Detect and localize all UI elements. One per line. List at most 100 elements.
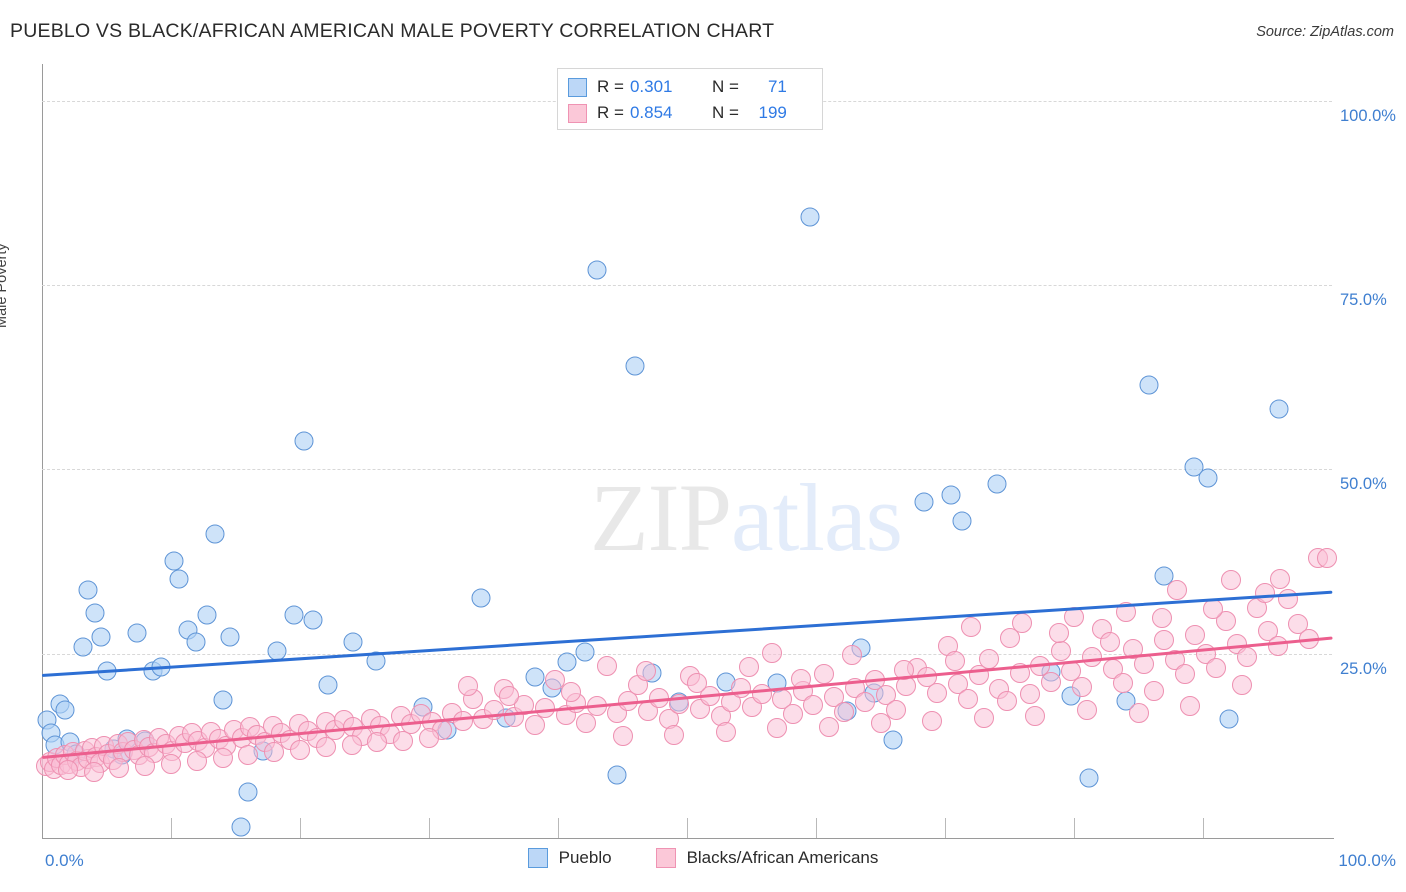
scatter-point [91,627,111,647]
scatter-point [1139,375,1159,395]
n-value: 199 [758,103,787,122]
scatter-point [1216,611,1237,632]
scatter-point [560,682,581,703]
x-axis-tick [816,818,817,838]
y-axis-title: Male Poverty [0,243,10,328]
scatter-point [1167,580,1188,601]
scatter-point [83,761,104,782]
y-axis-tick-label: 50.0% [1340,475,1387,494]
scatter-point [457,676,478,697]
scatter-point [284,605,304,625]
scatter-point [1154,566,1174,586]
x-axis-line [42,838,1334,839]
series-legend-label: Blacks/African Americans [686,848,879,867]
r-label: R = [597,103,624,122]
scatter-point [1051,640,1072,661]
x-axis-tick [300,818,301,838]
scatter-point [960,617,981,638]
scatter-point [1076,700,1097,721]
scatter-point [524,715,545,736]
scatter-point [762,642,783,663]
scatter-point [212,747,233,768]
scatter-point [1151,608,1172,629]
scatter-point [587,260,607,280]
scatter-point [996,690,1017,711]
scatter-point [1115,602,1136,623]
x-axis-tick [558,818,559,838]
gridline [42,653,1332,655]
x-axis-tick [1203,818,1204,838]
scatter-point [57,760,78,781]
scatter-point [525,667,545,687]
n-value: 71 [767,77,787,96]
scatter-point [999,628,1020,649]
scatter-point [238,782,258,802]
series-legend-item-blacks-african-americans[interactable]: Blacks/African Americans [655,848,879,868]
scatter-point [818,716,839,737]
scatter-point [186,632,205,652]
scatter-point [842,645,863,666]
scatter-point [1184,457,1204,477]
scatter-point [885,699,906,720]
scatter-point [952,511,972,531]
scatter-point [597,655,618,676]
scatter-point [220,627,240,647]
y-axis-line [42,64,43,838]
scatter-point [1254,583,1275,604]
scatter-point [1198,468,1218,488]
scatter-point [1185,625,1206,646]
scatter-point [914,492,934,512]
scatter-point [870,713,891,733]
scatter-point [1128,703,1149,724]
scatter-point [973,707,994,728]
scatter-point [164,551,184,571]
stats-legend-row: R = 0.854 N = 199 [568,100,812,126]
scatter-point [452,710,473,731]
scatter-point [471,588,491,608]
scatter-point [1203,599,1224,620]
scatter-point [343,632,363,652]
scatter-point [575,642,595,661]
plot-area: ZIPatlas [35,64,1337,838]
scatter-point [161,754,181,775]
scatter-point [1100,631,1121,652]
scatter-point [393,730,414,751]
scatter-point [687,673,708,694]
scatter-point [927,682,948,703]
scatter-point [1270,568,1291,589]
gridline [42,469,1332,471]
scatter-point [1219,709,1239,729]
scatter-point [883,730,903,750]
watermark-atlas: atlas [731,464,903,571]
source-attribution: Source: ZipAtlas.com [1256,24,1394,40]
scatter-point [1040,671,1061,692]
scatter-point [1012,612,1033,633]
series-legend-item-pueblo[interactable]: Pueblo [527,848,612,868]
scatter-point [1221,570,1242,590]
x-axis-tick [945,818,946,838]
scatter-point [55,700,75,720]
scatter-point [855,692,876,713]
page-title: PUEBLO VS BLACK/AFRICAN AMERICAN MALE PO… [10,20,775,42]
scatter-point [767,718,788,739]
r-value: 0.854 [629,103,673,122]
scatter-point [1025,705,1046,726]
scatter-point [264,742,285,763]
scatter-point [1071,676,1092,697]
scatter-point [635,661,656,682]
scatter-point [782,704,803,725]
legend-swatch [568,77,587,97]
scatter-point [1269,399,1289,419]
scatter-point [85,603,105,623]
scatter-point [987,474,1007,494]
scatter-point [1174,663,1195,684]
x-axis-tick [429,818,430,838]
scatter-point [231,817,251,837]
scatter-point [367,732,388,753]
scatter-point [127,623,147,643]
scatter-point [958,688,979,709]
scatter-point [922,710,943,731]
scatter-point [751,683,772,704]
y-axis-tick-label: 75.0% [1340,291,1387,310]
